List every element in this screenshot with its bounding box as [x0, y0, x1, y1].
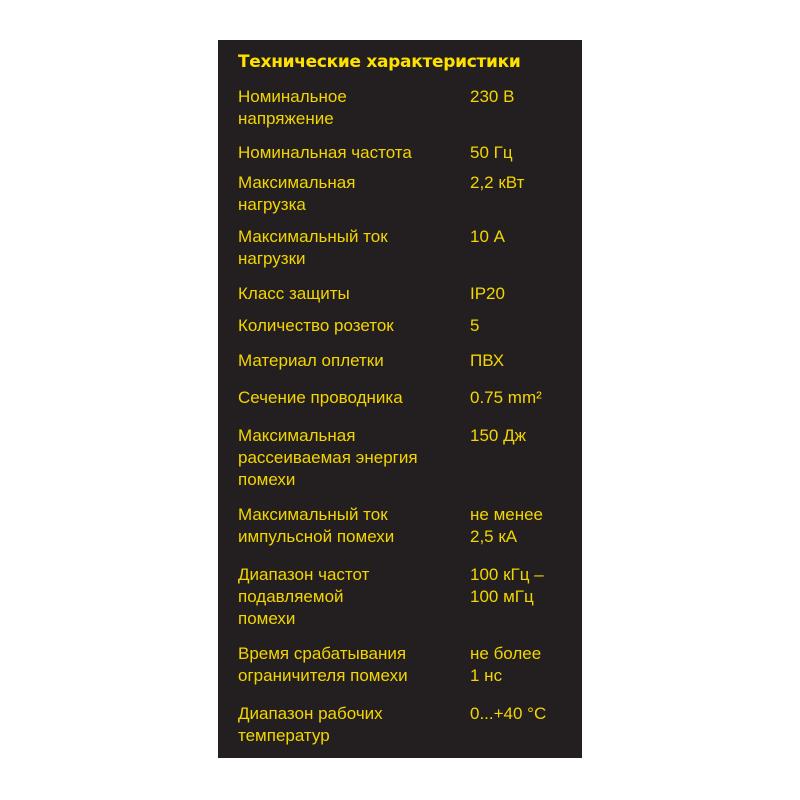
spec-label: Время срабатывания ограничителя помехи [238, 644, 408, 685]
spec-value: 230 В [470, 87, 515, 106]
spec-panel: Технические характеристики Номинальное н… [218, 40, 582, 758]
spec-label: Максимальная рассеиваемая энергия помехи [238, 426, 418, 489]
spec-label: Количество розеток [238, 316, 394, 335]
spec-value: ПВХ [470, 351, 505, 370]
spec-value: не более 1 нс [470, 644, 542, 685]
spec-value: 10 А [470, 227, 505, 246]
spec-label: Материал оплетки [238, 351, 384, 370]
spec-label: Максимальный ток нагрузки [238, 227, 388, 268]
spec-label: Диапазон частот подавляемой помехи [238, 565, 370, 628]
spec-value: 0.75 mm² [470, 388, 542, 407]
spec-value: 2,2 кВт [470, 173, 525, 192]
spec-value: 5 [470, 316, 480, 335]
spec-value: 100 кГц – 100 мГц [470, 565, 544, 606]
spec-value: не менее 2,5 кА [470, 505, 544, 546]
spec-value: 150 Дж [470, 426, 526, 445]
spec-label: Максимальная нагрузка [238, 173, 356, 214]
spec-label: Сечение проводника [238, 388, 403, 407]
spec-label: Класс защиты [238, 284, 350, 303]
spec-label: Номинальное напряжение [238, 87, 347, 128]
spec-label: Диапазон рабочих температур [238, 704, 383, 745]
spec-value: 50 Гц [470, 143, 513, 162]
spec-value: IP20 [470, 284, 505, 303]
spec-label: Максимальный ток импульсной помехи [238, 505, 395, 546]
panel-title: Технические характеристики [238, 52, 521, 72]
spec-value: 0...+40 °C [470, 704, 547, 723]
spec-label: Номинальная частота [238, 143, 412, 162]
